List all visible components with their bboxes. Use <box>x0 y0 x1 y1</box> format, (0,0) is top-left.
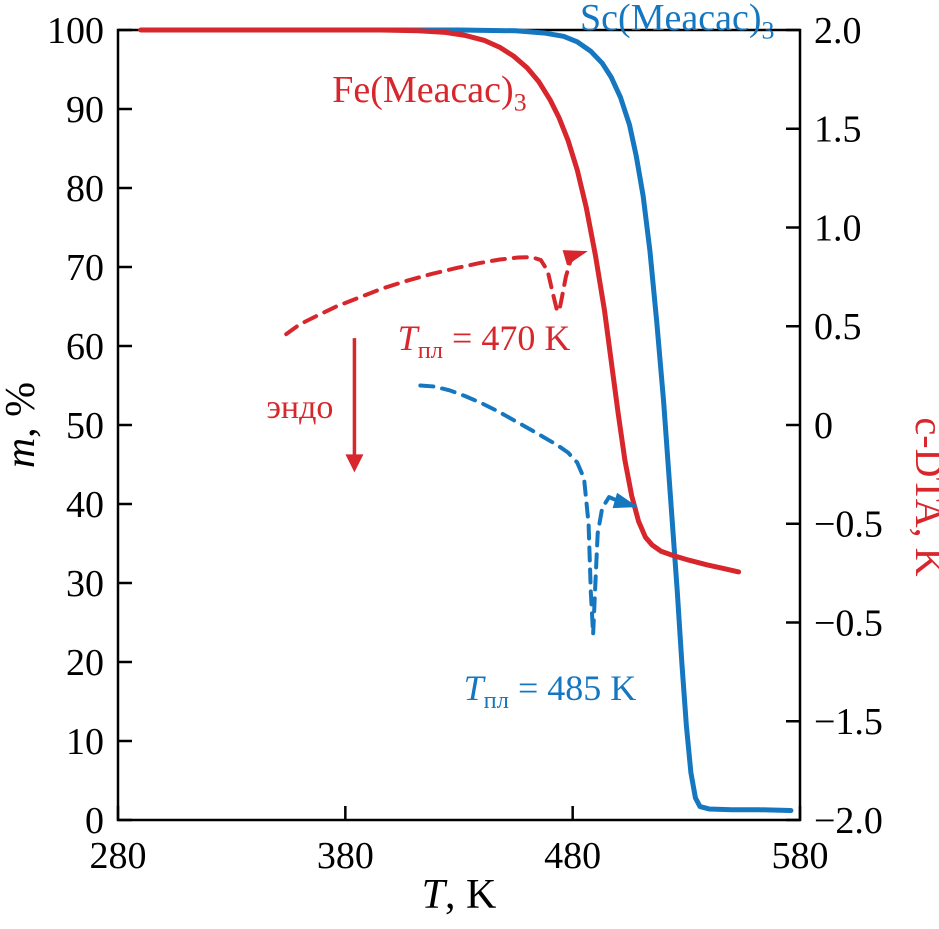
right-axis-tick-label: −0.5 <box>814 504 883 546</box>
series-sc-meacac-3-tg <box>140 27 794 814</box>
right-axis-tick-label: 0.5 <box>814 306 862 348</box>
right-axis-tick-label: −1.5 <box>814 701 883 743</box>
right-axis-tick-label: −0.5 <box>814 602 883 644</box>
left-axis-tick-label: 80 <box>66 168 104 210</box>
annotation-fe-melting-point-label: Tпл = 470 K <box>398 318 571 364</box>
left-axis-tick-label: 0 <box>85 800 104 842</box>
annotation-fe-curve-label: Fe(Meacac)3 <box>332 69 526 116</box>
left-axis-label: m, % <box>0 382 44 468</box>
right-axis-tick-label: −2.0 <box>814 800 883 842</box>
x-axis-tick-label: 380 <box>317 835 374 877</box>
plot-frame <box>116 28 802 822</box>
right-axis-tick-label: 2.0 <box>814 10 862 52</box>
series-fe-meacac-3-c-dta <box>284 250 587 337</box>
x-axis-tick-label: 280 <box>90 835 147 877</box>
series-sc-meacac-3-c-dta <box>418 383 637 637</box>
annotation-sc-curve-label: Sc(Meacac)3 <box>580 0 774 44</box>
annotation-endo-label: эндо <box>266 389 333 426</box>
right-axis-tick-label: 0 <box>814 405 833 447</box>
right-axis-tick-label: 1.5 <box>814 109 862 151</box>
annotation-sc-melting-point-label: Tпл = 485 K <box>464 668 637 714</box>
left-axis-tick-label: 10 <box>66 721 104 763</box>
right-axis-tick-label: 1.0 <box>814 207 862 249</box>
left-axis-tick-label: 70 <box>66 247 104 289</box>
x-axis-label: T, K <box>422 872 497 918</box>
series-fe-meacac-3-c-dta-end-arrow <box>562 250 588 266</box>
left-axis-tick-label: 30 <box>66 563 104 605</box>
right-axis-label: c-DTA, K <box>907 418 939 577</box>
left-axis-tick-label: 90 <box>66 89 104 131</box>
left-axis-tick-label: 100 <box>47 10 104 52</box>
series-sc-meacac-3-c-dta-end-arrow <box>612 492 638 509</box>
x-axis-tick-label: 580 <box>772 835 829 877</box>
left-axis-tick-label: 20 <box>66 642 104 684</box>
left-axis-tick-label: 60 <box>66 326 104 368</box>
endo-arrow-head <box>345 454 364 473</box>
left-axis-tick-label: 40 <box>66 484 104 526</box>
series-fe-meacac-3-tg <box>138 27 742 575</box>
x-axis-tick-label: 480 <box>544 835 601 877</box>
left-axis-tick-label: 50 <box>66 405 104 447</box>
